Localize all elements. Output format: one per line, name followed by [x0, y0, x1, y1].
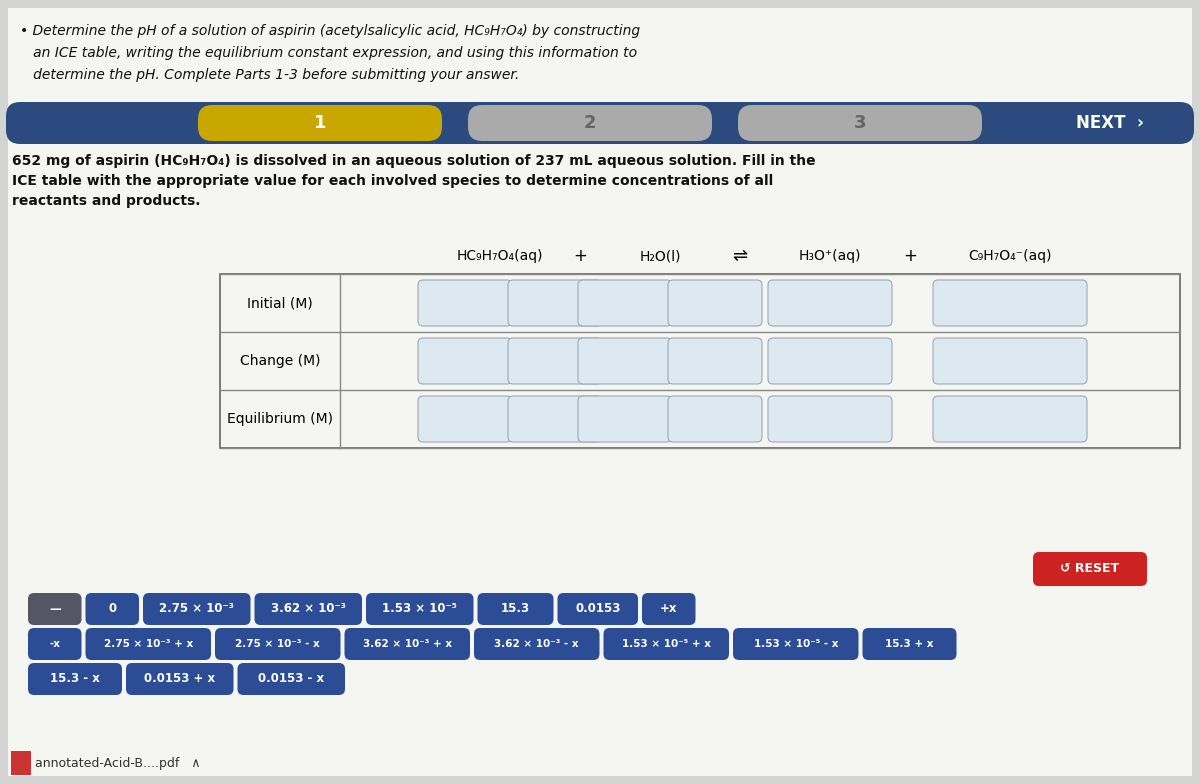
FancyBboxPatch shape [558, 593, 638, 625]
Text: 3.62 × 10⁻³: 3.62 × 10⁻³ [271, 602, 346, 615]
FancyBboxPatch shape [143, 593, 251, 625]
Text: 15.3 - x: 15.3 - x [50, 673, 100, 685]
FancyBboxPatch shape [28, 663, 122, 695]
Text: 1.53 × 10⁻⁵ + x: 1.53 × 10⁻⁵ + x [622, 639, 710, 649]
Text: ICE table with the appropriate value for each involved species to determine conc: ICE table with the appropriate value for… [12, 174, 773, 188]
Text: 1: 1 [313, 114, 326, 132]
Text: —: — [49, 602, 61, 615]
FancyBboxPatch shape [768, 280, 892, 326]
FancyBboxPatch shape [604, 628, 730, 660]
FancyBboxPatch shape [478, 593, 553, 625]
FancyBboxPatch shape [11, 751, 31, 775]
FancyBboxPatch shape [768, 338, 892, 384]
FancyBboxPatch shape [85, 593, 139, 625]
Text: 2: 2 [583, 114, 596, 132]
FancyBboxPatch shape [578, 280, 672, 326]
Text: ⇌: ⇌ [732, 247, 748, 265]
Text: Equilibrium (M): Equilibrium (M) [227, 412, 334, 426]
Text: • Determine the pH of a solution of aspirin (acetylsalicylic acid, HC₉H₇O₄) by c: • Determine the pH of a solution of aspi… [20, 24, 640, 38]
FancyBboxPatch shape [8, 8, 1192, 776]
Text: 0.0153 - x: 0.0153 - x [258, 673, 324, 685]
FancyBboxPatch shape [366, 593, 474, 625]
Text: ■: ■ [12, 760, 25, 774]
FancyBboxPatch shape [508, 280, 602, 326]
Text: an ICE table, writing the equilibrium constant expression, and using this inform: an ICE table, writing the equilibrium co… [20, 46, 637, 60]
FancyBboxPatch shape [474, 628, 600, 660]
Text: 3.62 × 10⁻³ + x: 3.62 × 10⁻³ + x [362, 639, 452, 649]
Text: 1.53 × 10⁻⁵: 1.53 × 10⁻⁵ [383, 602, 457, 615]
Text: reactants and products.: reactants and products. [12, 194, 200, 208]
FancyBboxPatch shape [468, 105, 712, 141]
FancyBboxPatch shape [126, 663, 234, 695]
Text: HC₉H₇O₄(aq): HC₉H₇O₄(aq) [457, 249, 544, 263]
FancyBboxPatch shape [238, 663, 346, 695]
FancyBboxPatch shape [668, 280, 762, 326]
Text: Initial (M): Initial (M) [247, 296, 313, 310]
FancyBboxPatch shape [215, 628, 341, 660]
Text: 1.53 × 10⁻⁵ - x: 1.53 × 10⁻⁵ - x [754, 639, 838, 649]
Text: H₂O(l): H₂O(l) [640, 249, 680, 263]
Text: 2.75 × 10⁻³ - x: 2.75 × 10⁻³ - x [235, 639, 320, 649]
Text: Change (M): Change (M) [240, 354, 320, 368]
FancyBboxPatch shape [733, 628, 858, 660]
FancyBboxPatch shape [418, 396, 512, 442]
Text: H₃O⁺(aq): H₃O⁺(aq) [799, 249, 862, 263]
Text: 15.3: 15.3 [500, 602, 530, 615]
FancyBboxPatch shape [198, 105, 442, 141]
FancyBboxPatch shape [668, 396, 762, 442]
FancyBboxPatch shape [28, 593, 82, 625]
Text: 2.75 × 10⁻³ + x: 2.75 × 10⁻³ + x [103, 639, 193, 649]
FancyBboxPatch shape [1033, 552, 1147, 586]
FancyBboxPatch shape [418, 280, 512, 326]
FancyBboxPatch shape [344, 628, 470, 660]
Text: 15.3 + x: 15.3 + x [886, 639, 934, 649]
Text: 0.0153 + x: 0.0153 + x [144, 673, 215, 685]
Text: 3.62 × 10⁻³ - x: 3.62 × 10⁻³ - x [494, 639, 580, 649]
FancyBboxPatch shape [642, 593, 696, 625]
Text: C₉H₇O₄⁻(aq): C₉H₇O₄⁻(aq) [968, 249, 1051, 263]
FancyBboxPatch shape [578, 338, 672, 384]
Text: 0.0153: 0.0153 [575, 602, 620, 615]
FancyBboxPatch shape [934, 396, 1087, 442]
FancyBboxPatch shape [508, 396, 602, 442]
FancyBboxPatch shape [28, 628, 82, 660]
FancyBboxPatch shape [85, 628, 211, 660]
FancyBboxPatch shape [668, 338, 762, 384]
FancyBboxPatch shape [768, 396, 892, 442]
Text: annotated-Acid-B....pdf   ∧: annotated-Acid-B....pdf ∧ [35, 757, 200, 771]
Text: 0: 0 [108, 602, 116, 615]
FancyBboxPatch shape [934, 280, 1087, 326]
Text: ↺ RESET: ↺ RESET [1061, 562, 1120, 575]
FancyBboxPatch shape [254, 593, 362, 625]
Text: +: + [904, 247, 917, 265]
Text: NEXT  ›: NEXT › [1076, 114, 1144, 132]
Text: 3: 3 [853, 114, 866, 132]
FancyBboxPatch shape [863, 628, 956, 660]
Text: +: + [574, 247, 587, 265]
Text: 652 mg of aspirin (HC₉H₇O₄) is dissolved in an aqueous solution of 237 mL aqueou: 652 mg of aspirin (HC₉H₇O₄) is dissolved… [12, 154, 816, 168]
FancyBboxPatch shape [418, 338, 512, 384]
FancyBboxPatch shape [738, 105, 982, 141]
Text: -x: -x [49, 639, 60, 649]
Text: determine the pH. Complete Parts 1-3 before submitting your answer.: determine the pH. Complete Parts 1-3 bef… [20, 68, 520, 82]
Text: +x: +x [660, 602, 678, 615]
FancyBboxPatch shape [934, 338, 1087, 384]
FancyBboxPatch shape [508, 338, 602, 384]
FancyBboxPatch shape [578, 396, 672, 442]
Text: 2.75 × 10⁻³: 2.75 × 10⁻³ [160, 602, 234, 615]
FancyBboxPatch shape [6, 102, 1194, 144]
